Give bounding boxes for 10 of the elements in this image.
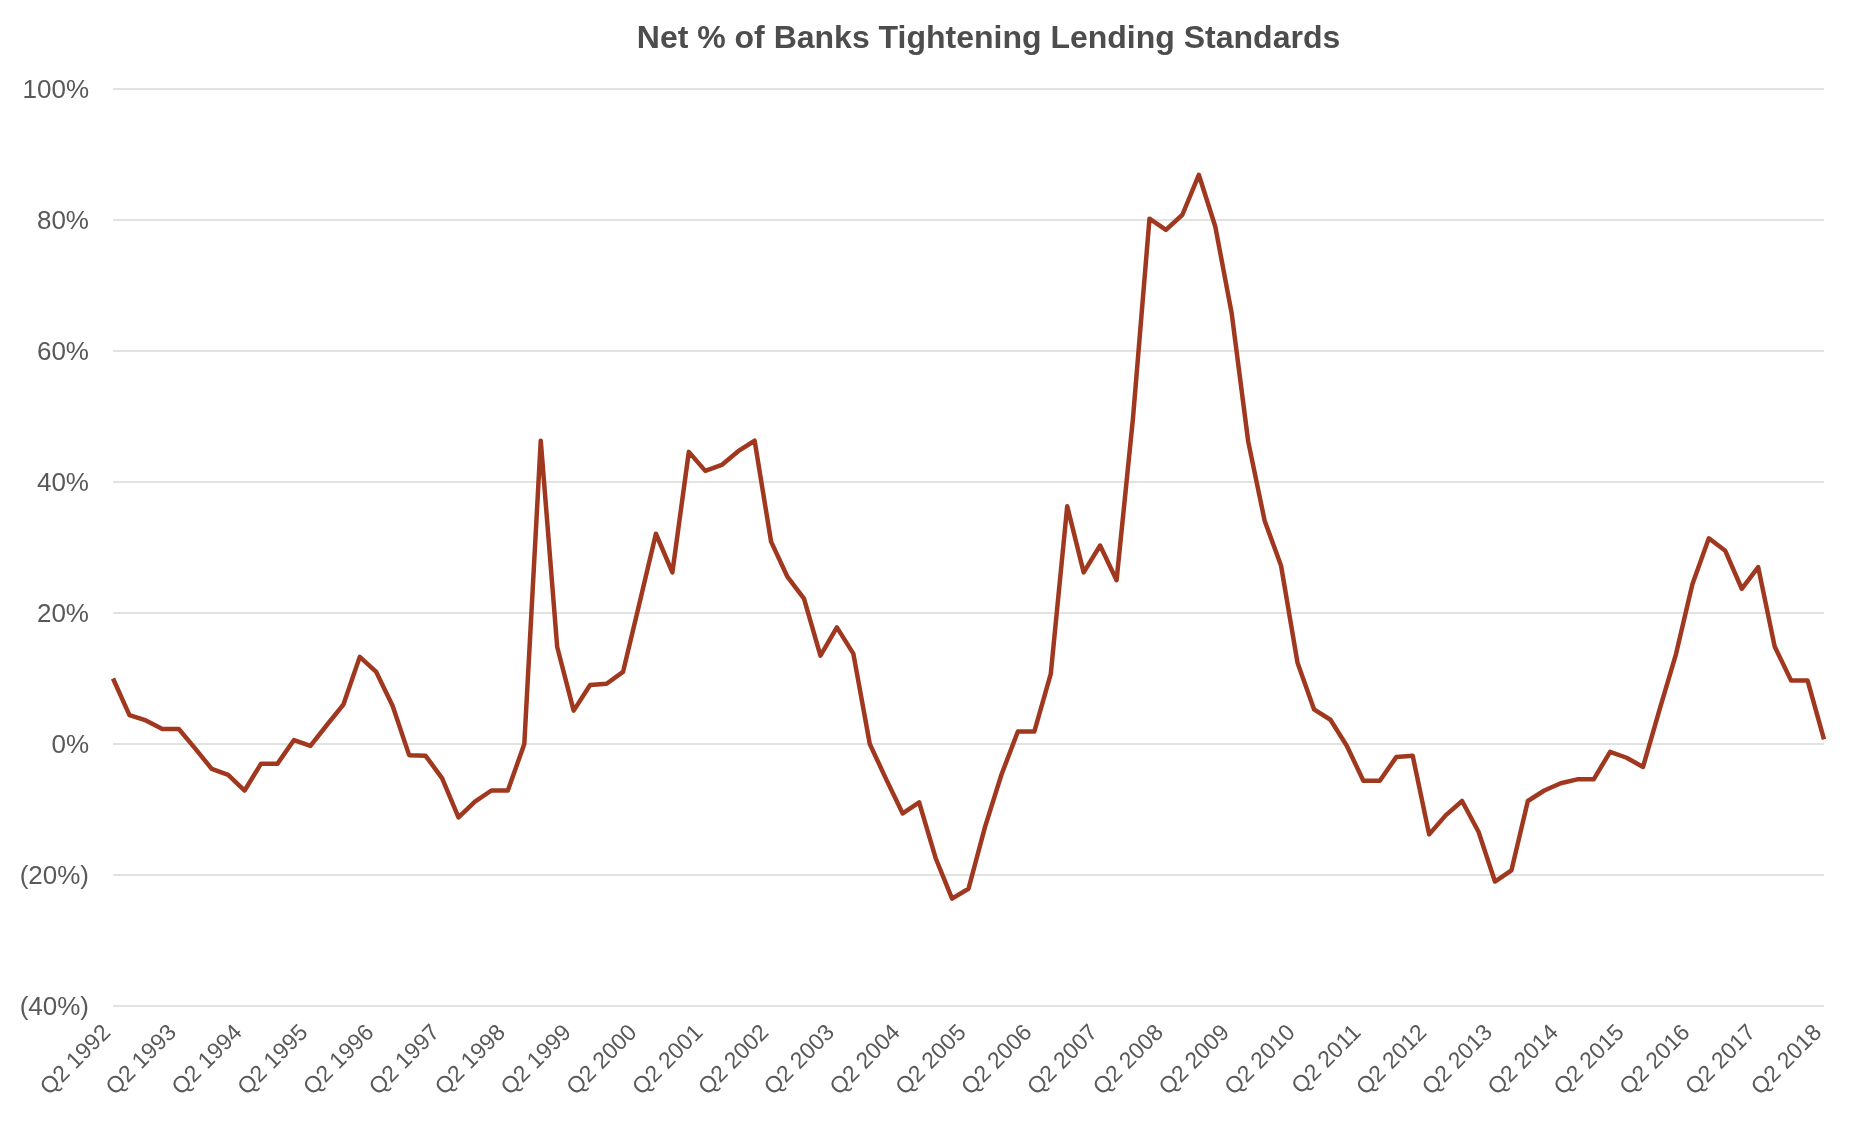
y-tick-label: 40%	[36, 467, 89, 498]
line-series	[110, 172, 1827, 901]
y-tick-label: 80%	[36, 205, 89, 236]
chart-title: Net % of Banks Tightening Lending Standards	[636, 19, 1341, 55]
y-tick-label: 60%	[36, 336, 89, 367]
y-tick-label: (40%)	[19, 991, 89, 1022]
y-tick-label: 20%	[36, 598, 89, 629]
y-tick-label: (20%)	[19, 860, 89, 891]
y-tick-label: 0%	[51, 729, 89, 760]
y-tick-label: 100%	[22, 74, 89, 105]
